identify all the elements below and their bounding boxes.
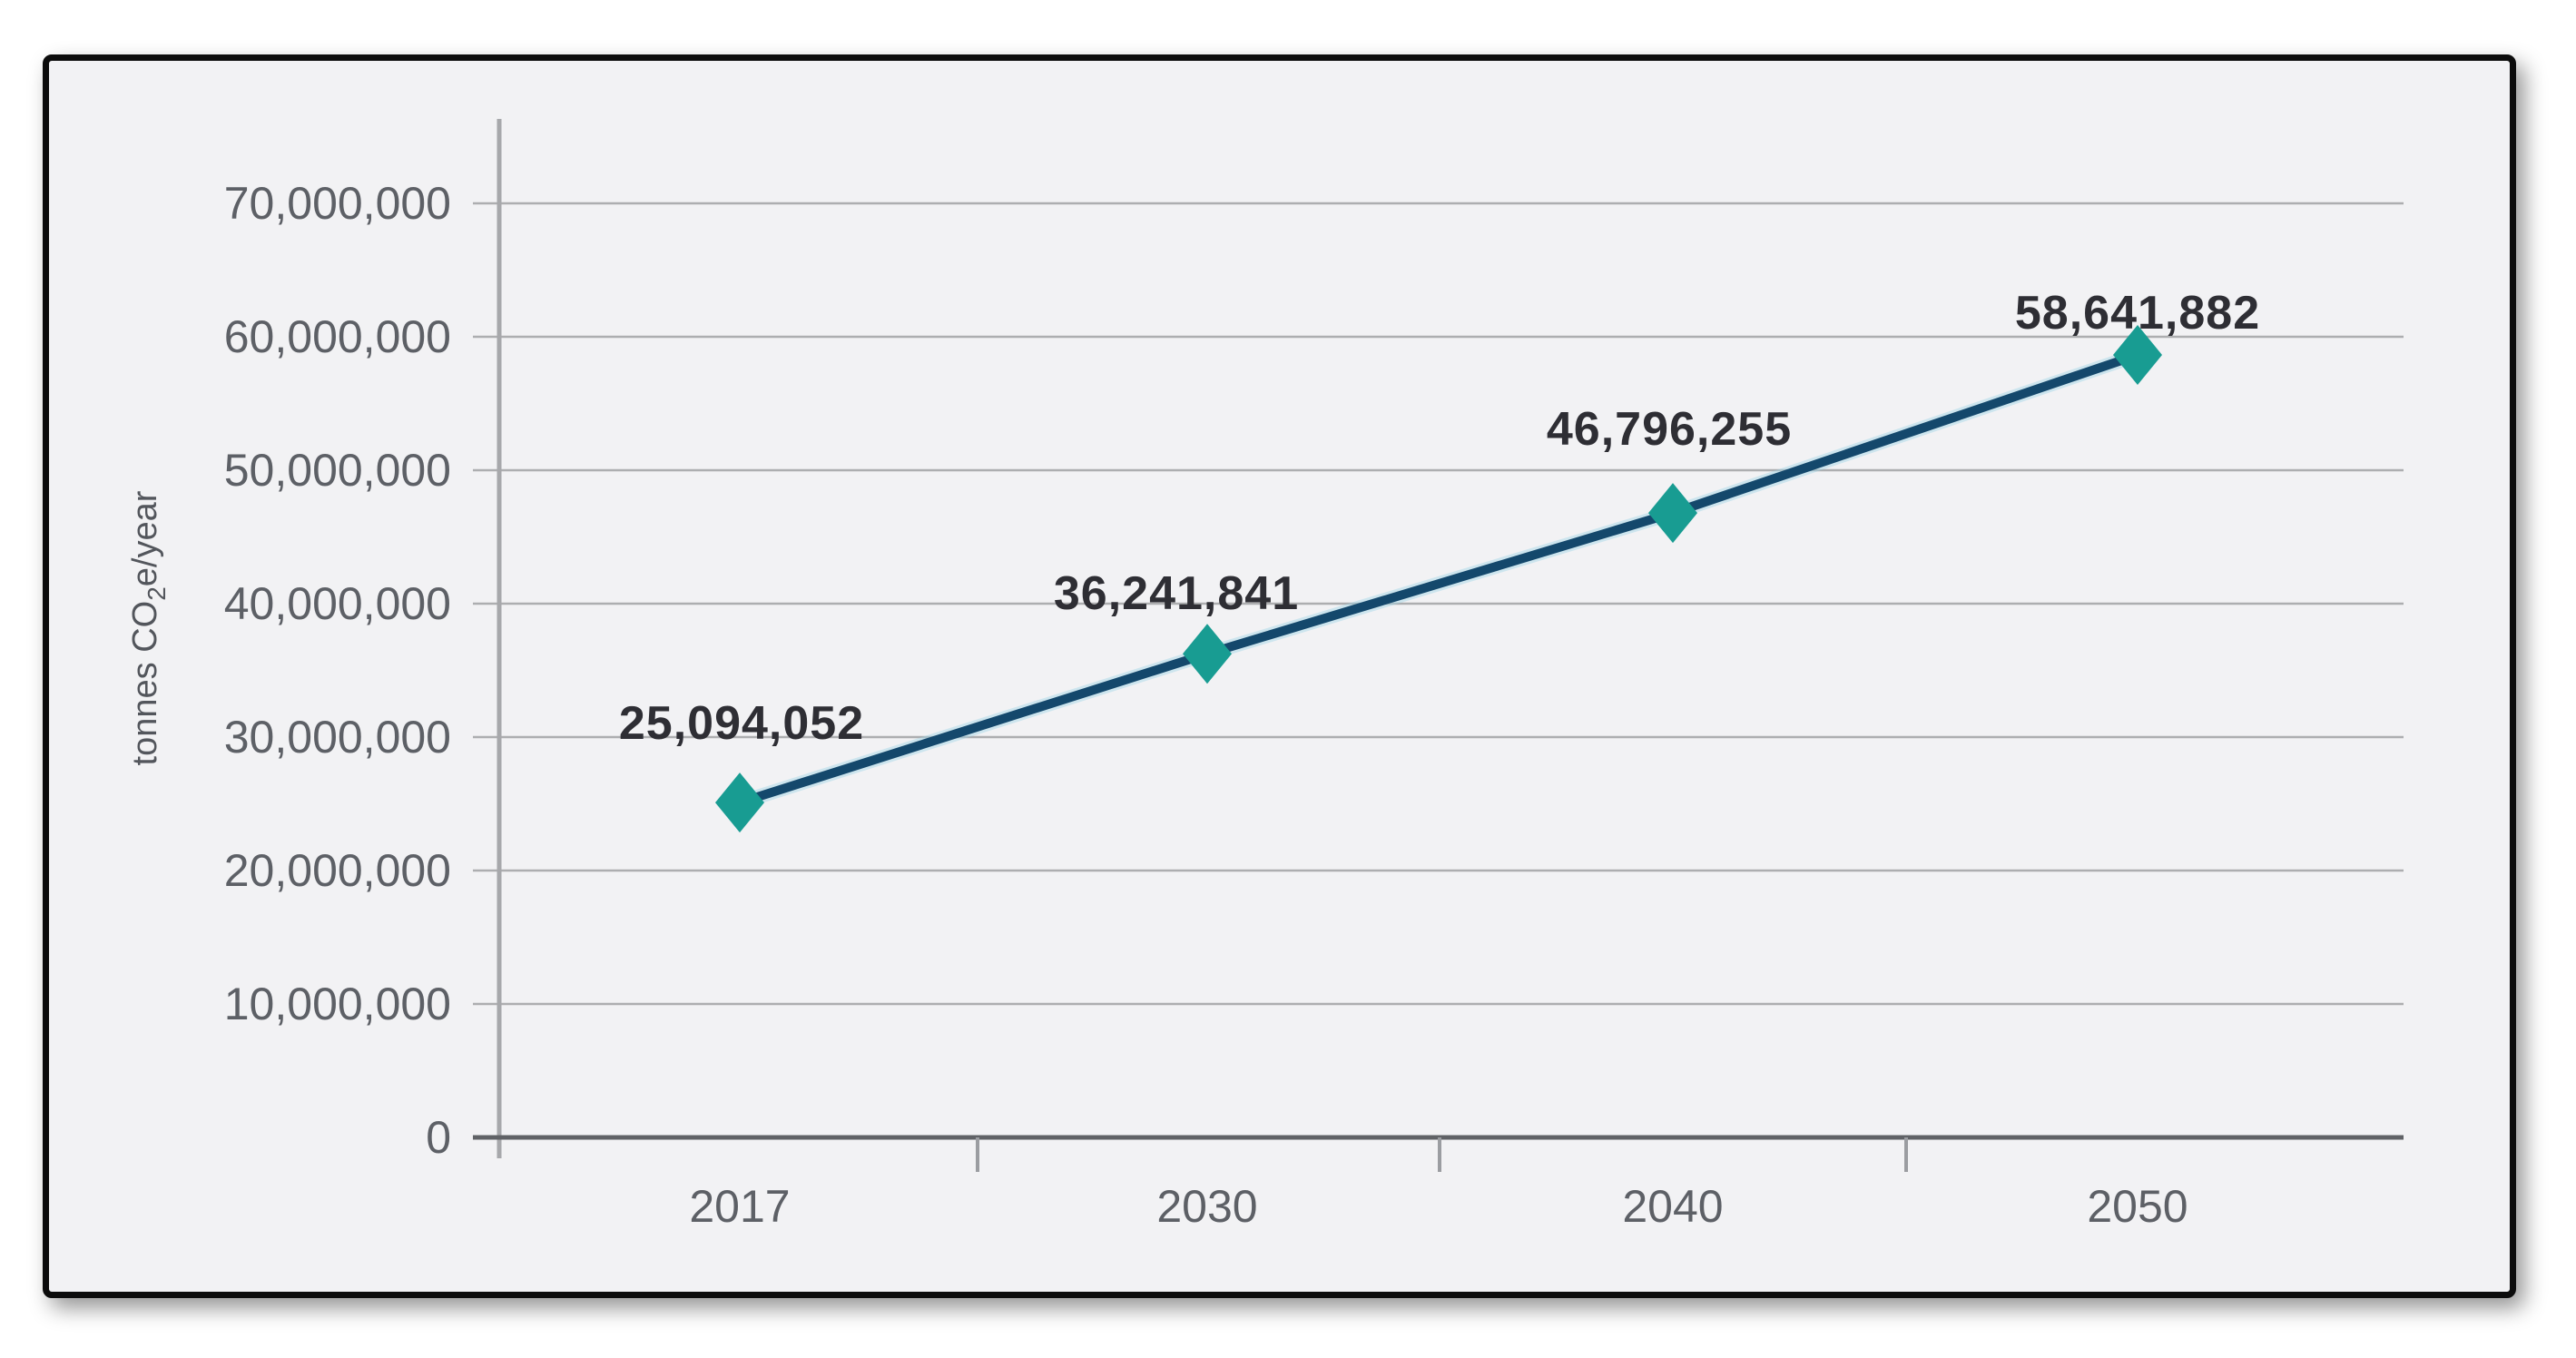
y-tick-label: 40,000,000 [224, 578, 451, 629]
y-axis-title: tonnes CO2e/year [126, 490, 171, 765]
data-point-marker [2113, 324, 2162, 385]
y-tick-label: 70,000,000 [224, 178, 451, 229]
x-tick-label: 2017 [689, 1181, 790, 1232]
x-tick-label: 2040 [1622, 1181, 1723, 1232]
y-tick-label: 0 [426, 1112, 451, 1163]
series-line [735, 349, 2142, 808]
x-tick-label: 2050 [2087, 1181, 2188, 1232]
data-point-marker [1648, 483, 1697, 544]
data-point-label: 25,094,052 [619, 697, 864, 750]
y-tick-label: 20,000,000 [224, 845, 451, 896]
y-tick-label: 30,000,000 [224, 712, 451, 763]
data-point-label: 58,641,882 [2015, 287, 2260, 340]
data-point-label: 46,796,255 [1547, 403, 1792, 456]
data-point-label: 36,241,841 [1054, 567, 1299, 620]
data-point-marker [715, 772, 764, 833]
x-tick-label: 2030 [1156, 1181, 1257, 1232]
y-tick-label: 60,000,000 [224, 311, 451, 362]
y-tick-label: 50,000,000 [224, 445, 451, 496]
y-tick-label: 10,000,000 [224, 979, 451, 1029]
chart-frame [43, 54, 2516, 1298]
data-point-marker [1183, 624, 1232, 684]
